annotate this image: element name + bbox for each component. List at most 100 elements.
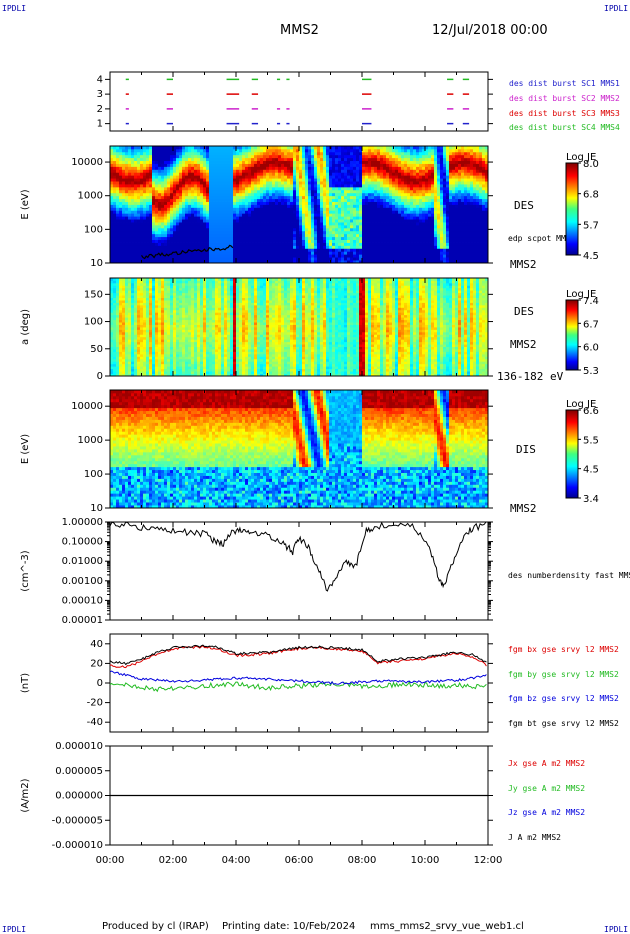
spectro-cell xyxy=(146,192,150,197)
spectro-cell xyxy=(152,192,156,197)
spectro-cell xyxy=(116,146,120,150)
spectro-cell xyxy=(368,146,372,150)
spectro-cell xyxy=(242,248,246,252)
spectro-cell xyxy=(335,146,339,150)
spectro-cell xyxy=(332,201,336,205)
spectro-cell xyxy=(428,216,432,220)
spectro-cell xyxy=(347,192,351,197)
spectro-cell xyxy=(299,210,303,214)
spectro-cell xyxy=(335,254,339,258)
spectro-cell xyxy=(287,210,291,214)
spectro-cell xyxy=(131,239,135,243)
spectro-cell xyxy=(305,151,309,156)
spectro-cell xyxy=(323,251,327,255)
spectro-cell xyxy=(281,175,285,179)
spectro-cell xyxy=(422,233,426,238)
spectro-cell xyxy=(329,181,333,185)
spectro-cell xyxy=(245,169,249,173)
spectro-cell xyxy=(266,169,270,173)
spectro-cell xyxy=(131,260,135,264)
spectro-cell xyxy=(428,219,432,223)
spectro-cell xyxy=(269,175,273,179)
spectro-cell xyxy=(173,160,177,164)
spectro-cell xyxy=(383,198,387,202)
spectro-cell xyxy=(131,230,135,235)
spectro-cell xyxy=(278,198,282,202)
spectro-cell xyxy=(254,198,258,202)
spectro-cell xyxy=(302,216,306,220)
spectro-cell xyxy=(176,146,180,150)
spectro-cell xyxy=(323,157,327,162)
spectro-cell xyxy=(386,210,390,214)
spectro-cell xyxy=(149,169,153,173)
spectro-cell xyxy=(344,216,348,220)
spectro-cell xyxy=(203,251,207,255)
spectro-cell xyxy=(338,248,342,252)
spectro-cell xyxy=(155,160,159,164)
spectro-cell xyxy=(452,186,456,191)
spectro-cell xyxy=(317,245,321,249)
spectro-cell xyxy=(209,178,213,182)
spectro-cell xyxy=(113,184,117,188)
spectro-cell xyxy=(224,236,228,240)
spectro-cell xyxy=(272,230,276,235)
spectro-cell xyxy=(305,239,309,243)
spectro-cell xyxy=(290,230,294,235)
spectro-cell xyxy=(266,242,270,246)
spectro-cell xyxy=(413,192,417,197)
spectro-cell xyxy=(248,195,252,200)
spectro-cell xyxy=(365,195,369,200)
spectro-cell xyxy=(437,210,441,214)
spectro-cell xyxy=(365,163,369,167)
spectro-cell xyxy=(464,254,468,258)
spectro-cell xyxy=(110,148,114,153)
spectro-cell xyxy=(164,227,168,232)
spectro-cell xyxy=(236,148,240,153)
spectro-cell xyxy=(251,148,255,153)
spectro-cell xyxy=(239,242,243,246)
spectro-cell xyxy=(359,236,363,240)
spectro-cell xyxy=(353,146,357,150)
panel1-spectrogram xyxy=(110,146,489,264)
spectro-cell xyxy=(359,230,363,235)
spectro-cell xyxy=(362,198,366,202)
spectro-cell xyxy=(275,148,279,153)
spectro-cell xyxy=(446,227,450,232)
spectro-cell xyxy=(125,192,129,197)
spectro-cell xyxy=(134,254,138,258)
spectro-cell xyxy=(221,151,225,156)
spectro-cell xyxy=(140,192,144,197)
spectro-cell xyxy=(326,166,330,170)
spectro-cell xyxy=(422,254,426,258)
spectro-cell xyxy=(413,172,417,176)
spectro-cell xyxy=(305,216,309,220)
spectro-cell xyxy=(317,248,321,252)
spectro-cell xyxy=(233,195,237,200)
spectro-cell xyxy=(236,160,240,164)
spectro-cell xyxy=(182,222,186,226)
spectro-cell xyxy=(461,186,465,191)
spectro-cell xyxy=(365,146,369,150)
spectro-cell xyxy=(323,242,327,246)
spectro-cell xyxy=(320,242,324,246)
spectro-cell xyxy=(413,154,417,159)
spectro-cell xyxy=(434,175,438,179)
spectro-cell xyxy=(263,192,267,197)
spectro-cell xyxy=(371,146,375,150)
spectro-cell xyxy=(407,192,411,197)
spectro-cell xyxy=(449,227,453,232)
spectro-cell xyxy=(323,254,327,258)
spectro-cell xyxy=(419,248,423,252)
spectro-cell xyxy=(275,242,279,246)
spectro-cell xyxy=(446,207,450,211)
spectro-cell xyxy=(446,146,450,150)
burst-legend-2: des dist burst SC2 MMS2 xyxy=(509,94,620,103)
spectro-cell xyxy=(326,204,330,208)
spectro-cell xyxy=(188,210,192,214)
spectro-cell xyxy=(320,195,324,200)
spectro-cell xyxy=(284,157,288,162)
spectro-cell xyxy=(389,210,393,214)
spectro-cell xyxy=(371,251,375,255)
spectro-cell xyxy=(245,186,249,191)
spectro-cell xyxy=(305,178,309,182)
